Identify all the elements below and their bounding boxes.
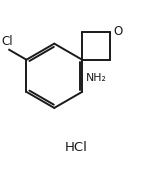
Text: NH₂: NH₂ xyxy=(85,74,106,84)
Text: HCl: HCl xyxy=(64,141,87,154)
Text: O: O xyxy=(113,25,123,38)
Text: Cl: Cl xyxy=(2,35,13,48)
